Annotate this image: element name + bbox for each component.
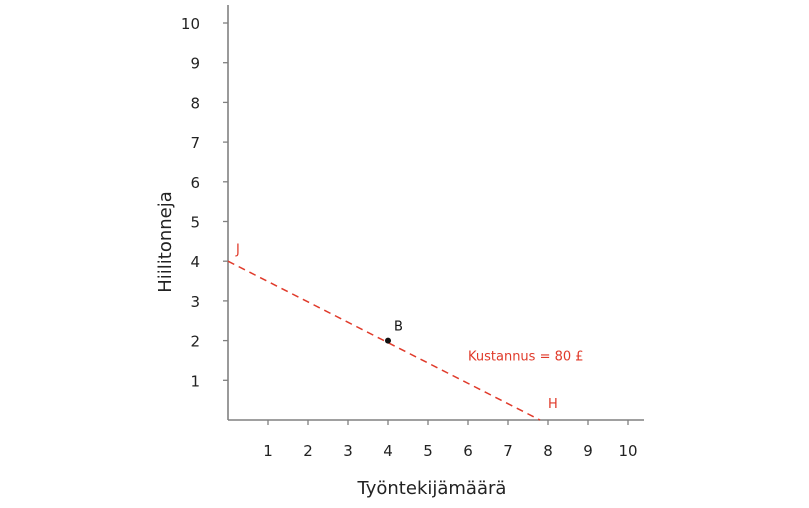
data-points: [385, 337, 391, 344]
y-tick-label: 7: [190, 134, 200, 152]
y-tick-label: 8: [190, 94, 200, 112]
y-tick-label: 2: [190, 333, 200, 351]
x-tick-label: 2: [303, 442, 313, 460]
x-tick-label: 6: [463, 442, 473, 460]
annotation-label: Kustannus = 80 £: [468, 349, 584, 364]
x-tick-label: 8: [543, 442, 553, 460]
x-tick-label: 3: [343, 442, 353, 460]
point-b-marker: [385, 337, 391, 344]
cost-line-series: [227, 260, 541, 421]
x-axis-title: Työntekijämäärä: [357, 478, 507, 499]
annotation-label: B: [394, 320, 403, 335]
x-axis-ticks: 1 2 3 4 5 6 7 8 9 10: [263, 420, 638, 460]
y-tick-label: 5: [190, 214, 200, 232]
y-axis-title: Hiilitonneja: [155, 191, 176, 293]
y-tick-label: 10: [181, 15, 200, 33]
annotation-label: H: [548, 397, 558, 412]
y-tick-label: 3: [190, 293, 200, 311]
annotation-label: J: [235, 242, 240, 257]
chart-annotations: J H Kustannus = 80 £ B: [235, 242, 584, 412]
y-tick-label: 1: [190, 372, 200, 390]
x-tick-label: 10: [618, 442, 637, 460]
x-tick-label: 7: [503, 442, 513, 460]
y-tick-label: 6: [190, 174, 200, 192]
cost-line: [227, 260, 541, 421]
y-tick-label: 4: [190, 253, 200, 271]
x-tick-label: 1: [263, 442, 273, 460]
y-tick-label: 9: [190, 55, 200, 73]
x-tick-label: 4: [383, 442, 393, 460]
x-tick-label: 5: [423, 442, 433, 460]
y-axis-ticks: 1 2 3 4 5 6 7 8 9 10: [181, 15, 228, 390]
x-tick-label: 9: [583, 442, 593, 460]
